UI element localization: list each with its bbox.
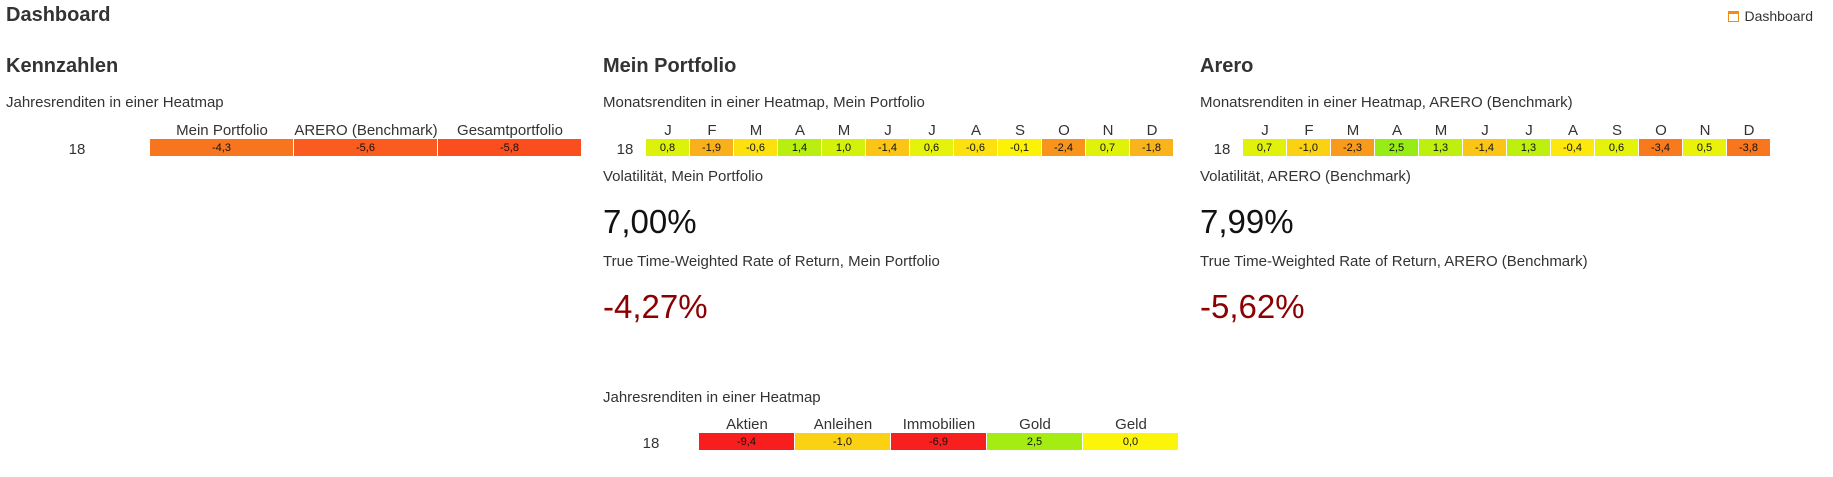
heatmap-month-header: N xyxy=(1102,122,1114,139)
portfolio-heatmap-label: Monatsrenditen in einer Heatmap, Mein Po… xyxy=(603,94,925,111)
page-title: Dashboard xyxy=(6,4,111,26)
heatmap-cell[interactable]: -3,4 xyxy=(1639,139,1683,156)
heatmap-month-header: J xyxy=(1481,122,1489,139)
kennzahlen-heatmap-row: -4,3 -5,6 -5,8 xyxy=(150,139,582,156)
heatmap-cell[interactable]: -1,4 xyxy=(866,139,910,156)
heatmap-month-header: M xyxy=(1346,122,1360,139)
heatmap-month-header: J xyxy=(1525,122,1533,139)
heatmap-cell[interactable]: -0,6 xyxy=(734,139,778,156)
heatmap-cell[interactable]: -4,3 xyxy=(150,139,294,156)
heatmap-cell[interactable]: -1,8 xyxy=(1130,139,1174,156)
heatmap-cell[interactable]: 1,3 xyxy=(1419,139,1463,156)
heatmap-cell[interactable]: -1,0 xyxy=(1287,139,1331,156)
heatmap-column-header: Mein Portfolio xyxy=(176,122,268,139)
arero-ttwror-value: -5,62% xyxy=(1200,288,1305,325)
asset-row-label: 18 xyxy=(642,435,660,452)
heatmap-cell[interactable]: -9,4 xyxy=(699,433,795,450)
heatmap-cell[interactable]: -1,0 xyxy=(795,433,891,450)
heatmap-cell[interactable]: 0,0 xyxy=(1083,433,1179,450)
heatmap-month-header: D xyxy=(1146,122,1158,139)
asset-heatmap-row: -9,4 -1,0 -6,9 2,5 0,0 xyxy=(699,433,1179,450)
heatmap-cell[interactable]: 2,5 xyxy=(987,433,1083,450)
portfolio-volatility-label: Volatilität, Mein Portfolio xyxy=(603,168,764,185)
heatmap-cell[interactable]: 0,6 xyxy=(1595,139,1639,156)
heatmap-column-header: Immobilien xyxy=(902,416,976,433)
asset-heatmap-header: Aktien Anleihen Immobilien Gold Geld xyxy=(699,416,1179,433)
heatmap-column-header: ARERO (Benchmark) xyxy=(294,122,438,139)
heatmap-month-header: M xyxy=(1434,122,1448,139)
asset-heatmap-label: Jahresrenditen in einer Heatmap xyxy=(603,389,821,406)
heatmap-cell[interactable]: 1,0 xyxy=(822,139,866,156)
heatmap-month-header: M xyxy=(749,122,763,139)
heatmap-cell[interactable]: 0,7 xyxy=(1086,139,1130,156)
arero-row-label: 18 xyxy=(1213,141,1231,158)
arero-ttwror-label: True Time-Weighted Rate of Return, ARERO… xyxy=(1200,253,1588,270)
heatmap-month-header: S xyxy=(1611,122,1622,139)
heatmap-month-header: J xyxy=(884,122,892,139)
heatmap-month-header: A xyxy=(970,122,981,139)
heatmap-cell[interactable]: 0,8 xyxy=(646,139,690,156)
heatmap-cell[interactable]: -6,9 xyxy=(891,433,987,450)
heatmap-cell[interactable]: -5,8 xyxy=(438,139,582,156)
portfolio-title: Mein Portfolio xyxy=(603,55,737,77)
heatmap-cell[interactable]: -0,6 xyxy=(954,139,998,156)
kennzahlen-row-label: 18 xyxy=(68,141,86,158)
heatmap-cell[interactable]: -2,4 xyxy=(1042,139,1086,156)
heatmap-cell[interactable]: -2,3 xyxy=(1331,139,1375,156)
heatmap-column-header: Gesamtportfolio xyxy=(457,122,563,139)
heatmap-cell[interactable]: 0,7 xyxy=(1243,139,1287,156)
arero-heatmap-label: Monatsrenditen in einer Heatmap, ARERO (… xyxy=(1200,94,1573,111)
heatmap-month-header: A xyxy=(1391,122,1402,139)
portfolio-ttwror-value: -4,27% xyxy=(603,288,708,325)
heatmap-month-header: M xyxy=(837,122,851,139)
portfolio-ttwror-label: True Time-Weighted Rate of Return, Mein … xyxy=(603,253,940,270)
heatmap-column-header: Aktien xyxy=(726,416,768,433)
heatmap-cell[interactable]: 1,3 xyxy=(1507,139,1551,156)
arero-heatmap-row: 0,7 -1,0 -2,3 2,5 1,3 -1,4 1,3 -0,4 0,6 -3,4 0,5 -3… xyxy=(1243,139,1771,156)
heatmap-month-header: J xyxy=(664,122,672,139)
heatmap-cell[interactable]: 0,5 xyxy=(1683,139,1727,156)
dashboard-link-label: Dashboard xyxy=(1744,8,1814,24)
heatmap-column-header: Geld xyxy=(1115,416,1147,433)
heatmap-cell[interactable]: -3,8 xyxy=(1727,139,1771,156)
heatmap-month-header: N xyxy=(1699,122,1711,139)
heatmap-month-header: F xyxy=(1304,122,1314,139)
heatmap-month-header: J xyxy=(928,122,936,139)
arero-volatility-value: 7,99% xyxy=(1200,203,1294,240)
dashboard-link[interactable]: Dashboard xyxy=(1727,8,1814,24)
heatmap-cell[interactable]: -1,4 xyxy=(1463,139,1507,156)
kennzahlen-heatmap-label: Jahresrenditen in einer Heatmap xyxy=(6,94,224,111)
heatmap-cell[interactable]: 0,6 xyxy=(910,139,954,156)
kennzahlen-title: Kennzahlen xyxy=(6,55,119,77)
arero-title: Arero xyxy=(1200,55,1254,77)
heatmap-cell[interactable]: -0,4 xyxy=(1551,139,1595,156)
heatmap-column-header: Anleihen xyxy=(813,416,873,433)
heatmap-month-header: J xyxy=(1261,122,1269,139)
heatmap-column-header: Gold xyxy=(1019,416,1051,433)
arero-volatility-label: Volatilität, ARERO (Benchmark) xyxy=(1200,168,1411,185)
portfolio-volatility-value: 7,00% xyxy=(603,203,697,240)
heatmap-cell[interactable]: -0,1 xyxy=(998,139,1042,156)
heatmap-cell[interactable]: 1,4 xyxy=(778,139,822,156)
heatmap-month-header: O xyxy=(1655,122,1667,139)
calendar-icon xyxy=(1727,10,1739,22)
heatmap-month-header: S xyxy=(1014,122,1025,139)
heatmap-month-header: O xyxy=(1058,122,1070,139)
heatmap-cell[interactable]: -5,6 xyxy=(294,139,438,156)
heatmap-month-header: A xyxy=(794,122,805,139)
heatmap-cell[interactable]: -1,9 xyxy=(690,139,734,156)
heatmap-month-header: D xyxy=(1743,122,1755,139)
heatmap-month-header: F xyxy=(707,122,717,139)
heatmap-month-header: A xyxy=(1567,122,1578,139)
heatmap-cell[interactable]: 2,5 xyxy=(1375,139,1419,156)
portfolio-heatmap-row: 0,8 -1,9 -0,6 1,4 1,0 -1,4 0,6 -0,6 -0,1 -2,4 0,7-… xyxy=(646,139,1174,156)
portfolio-row-label: 18 xyxy=(616,141,634,158)
kennzahlen-heatmap-header: Mein Portfolio ARERO (Benchmark) Gesamtpor… xyxy=(150,122,582,139)
